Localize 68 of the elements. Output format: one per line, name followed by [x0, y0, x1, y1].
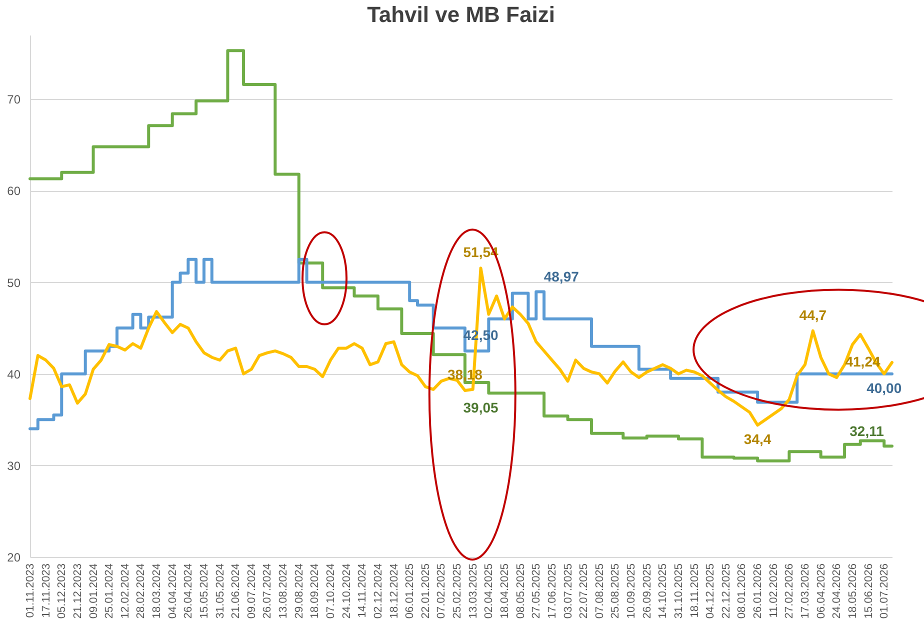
- x-tick-label: 28.02.2024: [135, 564, 148, 619]
- x-tick-label: 17.06.2025: [546, 564, 558, 619]
- x-tick-label: 07.08.2025: [594, 564, 606, 619]
- x-tick-label: 02.12.2024: [372, 564, 384, 619]
- x-tick-label: 08.05.2025: [514, 564, 527, 619]
- x-tick-label: 25.02.2025: [452, 564, 464, 619]
- x-tick-label: 18.11.2025: [688, 564, 701, 618]
- x-tick-label: 26.09.2025: [641, 564, 654, 619]
- y-tick-label: 50: [7, 276, 21, 290]
- chart-title: Tahvil ve MB Faizi: [367, 2, 555, 27]
- x-tick-label: 06.01.2025: [404, 564, 416, 619]
- x-tick-label: 04.12.2025: [704, 564, 717, 619]
- x-tick-label: 01.07.2026: [878, 564, 891, 619]
- x-tick-label: 07.02.2025: [436, 564, 448, 619]
- x-tick-label: 29.08.2024: [293, 564, 306, 619]
- x-tick-label: 22.12.2025: [720, 564, 732, 619]
- x-tick-label: 18.05.2026: [846, 564, 859, 619]
- x-tick-label: 24.04.2026: [831, 564, 844, 619]
- x-tick-label: 25.01.2024: [104, 564, 116, 619]
- x-tick-label: 21.12.2023: [72, 564, 84, 619]
- x-tick-label: 26.07.2024: [262, 564, 274, 619]
- x-tick-label: 05.12.2023: [56, 564, 68, 619]
- x-tick-label: 11.02.2026: [768, 564, 780, 618]
- x-tick-label: 14.10.2025: [657, 564, 670, 619]
- y-tick-label: 30: [7, 458, 21, 473]
- x-tick-label: 02.04.2025: [483, 564, 496, 619]
- x-tick-label: 09.07.2024: [246, 564, 258, 619]
- x-tick-label: 08.01.2026: [736, 564, 748, 619]
- x-tick-label: 12.02.2024: [119, 564, 132, 619]
- y-tick-label: 40: [7, 367, 21, 382]
- x-tick-label: 24.10.2024: [340, 564, 353, 619]
- x-tick-label: 31.10.2025: [672, 564, 685, 619]
- y-tick-label: 70: [7, 92, 21, 107]
- x-tick-label: 01.11.2023: [24, 564, 36, 618]
- x-tick-label: 18.04.2025: [498, 564, 511, 619]
- x-tick-label: 18.09.2024: [309, 564, 322, 619]
- x-tick-label: 25.08.2025: [610, 564, 622, 619]
- x-tick-label: 04.04.2024: [166, 564, 179, 619]
- x-tick-label: 21.06.2024: [230, 564, 242, 619]
- x-tick-label: 13.08.2024: [278, 564, 290, 619]
- x-tick-label: 31.05.2024: [214, 564, 226, 619]
- x-tick-label: 15.05.2024: [198, 564, 210, 619]
- x-tick-label: 22.01.2025: [420, 564, 432, 619]
- x-tick-label: 15.06.2026: [862, 564, 875, 619]
- x-tick-label: 14.11.2024: [356, 564, 369, 618]
- x-tick-label: 22.07.2025: [578, 564, 590, 619]
- y-tick-label: 20: [7, 550, 21, 564]
- x-tick-label: 26.01.2026: [752, 564, 764, 619]
- y-tick-label: 60: [7, 184, 21, 198]
- data-label: 39,05: [463, 400, 498, 416]
- x-tick-label: 07.10.2024: [325, 564, 338, 619]
- data-label: 44,7: [799, 306, 827, 323]
- data-label: 40,00: [866, 380, 902, 396]
- data-label: 48,97: [544, 268, 580, 285]
- x-tick-label: 17.11.2023: [40, 564, 52, 618]
- x-tick-label: 27.02.2026: [784, 564, 796, 619]
- data-label: 34,4: [744, 431, 772, 448]
- x-tick-label: 06.04.2026: [815, 564, 828, 619]
- x-tick-label: 10.09.2025: [626, 564, 638, 619]
- x-tick-label: 27.05.2025: [530, 564, 543, 619]
- data-label: 32,11: [850, 423, 884, 440]
- x-tick-label: 09.01.2024: [88, 564, 100, 619]
- x-tick-label: 13.03.2025: [467, 564, 480, 619]
- x-tick-label: 18.03.2024: [151, 564, 164, 619]
- x-tick-label: 26.04.2024: [182, 564, 195, 619]
- x-tick-label: 17.03.2026: [800, 564, 812, 619]
- x-tick-label: 03.07.2025: [562, 564, 574, 619]
- x-tick-label: 18.12.2024: [388, 564, 400, 619]
